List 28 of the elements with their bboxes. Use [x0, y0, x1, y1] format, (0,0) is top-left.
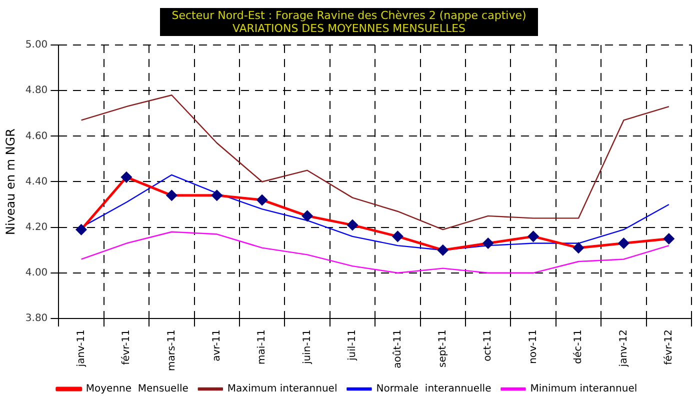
y-tick-label: 5.00: [25, 40, 48, 51]
x-tick-label: févr-11: [121, 329, 132, 365]
x-tick-label: avr-11: [211, 329, 222, 362]
x-tick-label: mars-11: [166, 329, 178, 372]
y-tick-label: 4.00: [25, 267, 48, 278]
legend-label: Normale interannuelle: [376, 384, 492, 395]
chart-subtitle: VARIATIONS DES MOYENNES MENSUELLES: [231, 22, 467, 35]
x-tick-label: nov-11: [528, 329, 539, 364]
legend-label: Moyenne Mensuelle: [86, 384, 188, 395]
y-tick-label: 4.60: [25, 130, 48, 142]
y-tick-label: 4.20: [25, 222, 48, 233]
x-tick-label: janv-11: [76, 329, 87, 368]
x-tick-label: oct-11: [482, 329, 494, 362]
x-tick-label: déc-11: [573, 329, 584, 364]
x-tick-label: sept-11: [437, 329, 448, 368]
x-tick-label: mai-11: [256, 329, 268, 364]
legend-label: Maximum interannuel: [227, 384, 338, 395]
y-axis-title: Niveau en m NGR: [3, 128, 18, 235]
y-tick-label: 3.80: [25, 313, 48, 324]
y-tick-label: 4.80: [25, 85, 48, 96]
x-tick-label: août-11: [392, 329, 404, 368]
x-tick-label: janv-12: [618, 329, 630, 368]
legend-label: Minimum interannuel: [530, 384, 638, 395]
y-tick-label: 4.40: [25, 176, 48, 188]
chart-title: Secteur Nord-Est : Forage Ravine des Chèvres 2 (nappe captive): [172, 9, 526, 22]
x-tick-label: juil-11: [347, 329, 358, 362]
x-tick-label: juin-11: [302, 329, 313, 366]
x-tick-label: févr-12: [663, 329, 674, 365]
